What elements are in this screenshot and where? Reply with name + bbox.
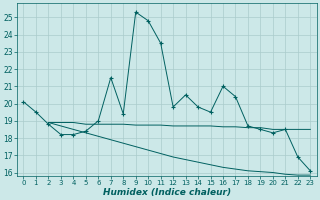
X-axis label: Humidex (Indice chaleur): Humidex (Indice chaleur) xyxy=(103,188,231,197)
